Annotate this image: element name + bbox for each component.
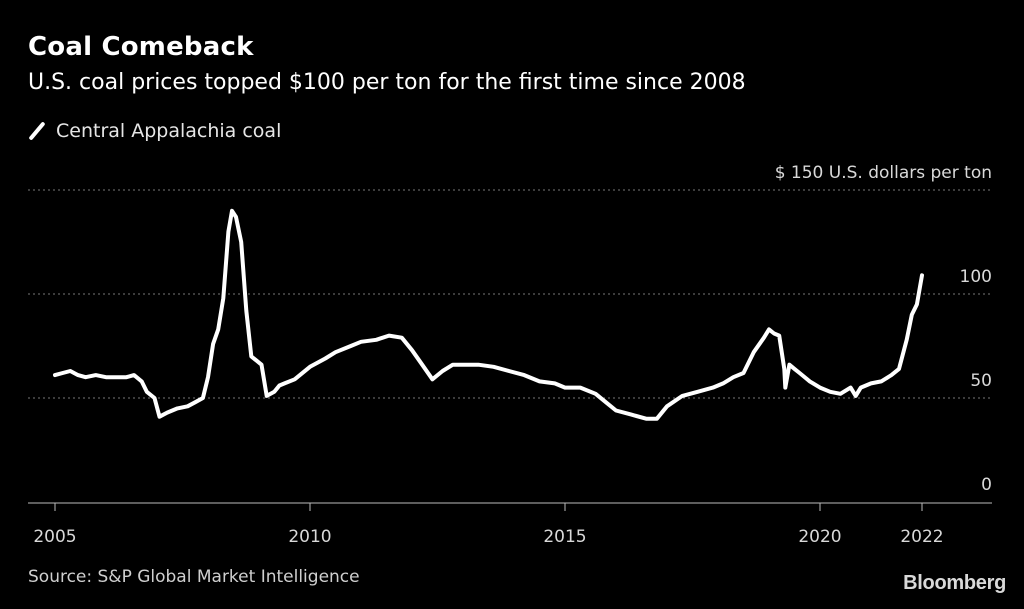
x-tick-label-2015: 2015 (543, 527, 586, 547)
x-tick-label-2022: 2022 (900, 527, 943, 547)
y-tick-label-150: $ 150 U.S. dollars per ton (775, 163, 992, 183)
legend-label: Central Appalachia coal (56, 120, 282, 142)
y-tick-label-0: 0 (981, 475, 992, 495)
chart-title: Coal Comeback (28, 32, 254, 62)
chart-subtitle: U.S. coal prices topped $100 per ton for… (28, 70, 746, 95)
x-tick-label-2010: 2010 (288, 527, 331, 547)
x-tick-label-2005: 2005 (33, 527, 76, 547)
x-axis: 2005 2010 2015 2020 2022 (28, 502, 992, 547)
y-tick-label-100: 100 (960, 267, 992, 287)
y-axis-ticks: 0 50 100 $ 150 U.S. dollars per ton (775, 163, 992, 495)
source-note: Source: S&P Global Market Intelligence (28, 567, 360, 587)
series-line-central-appalachia-coal (53, 208, 924, 421)
x-tick-label-2020: 2020 (798, 527, 841, 547)
bloomberg-logo: Bloomberg (903, 572, 1006, 594)
grid-lines (28, 189, 992, 399)
y-tick-label-50: 50 (970, 371, 992, 391)
series-group (53, 208, 924, 421)
legend: Central Appalachia coal (28, 120, 281, 142)
